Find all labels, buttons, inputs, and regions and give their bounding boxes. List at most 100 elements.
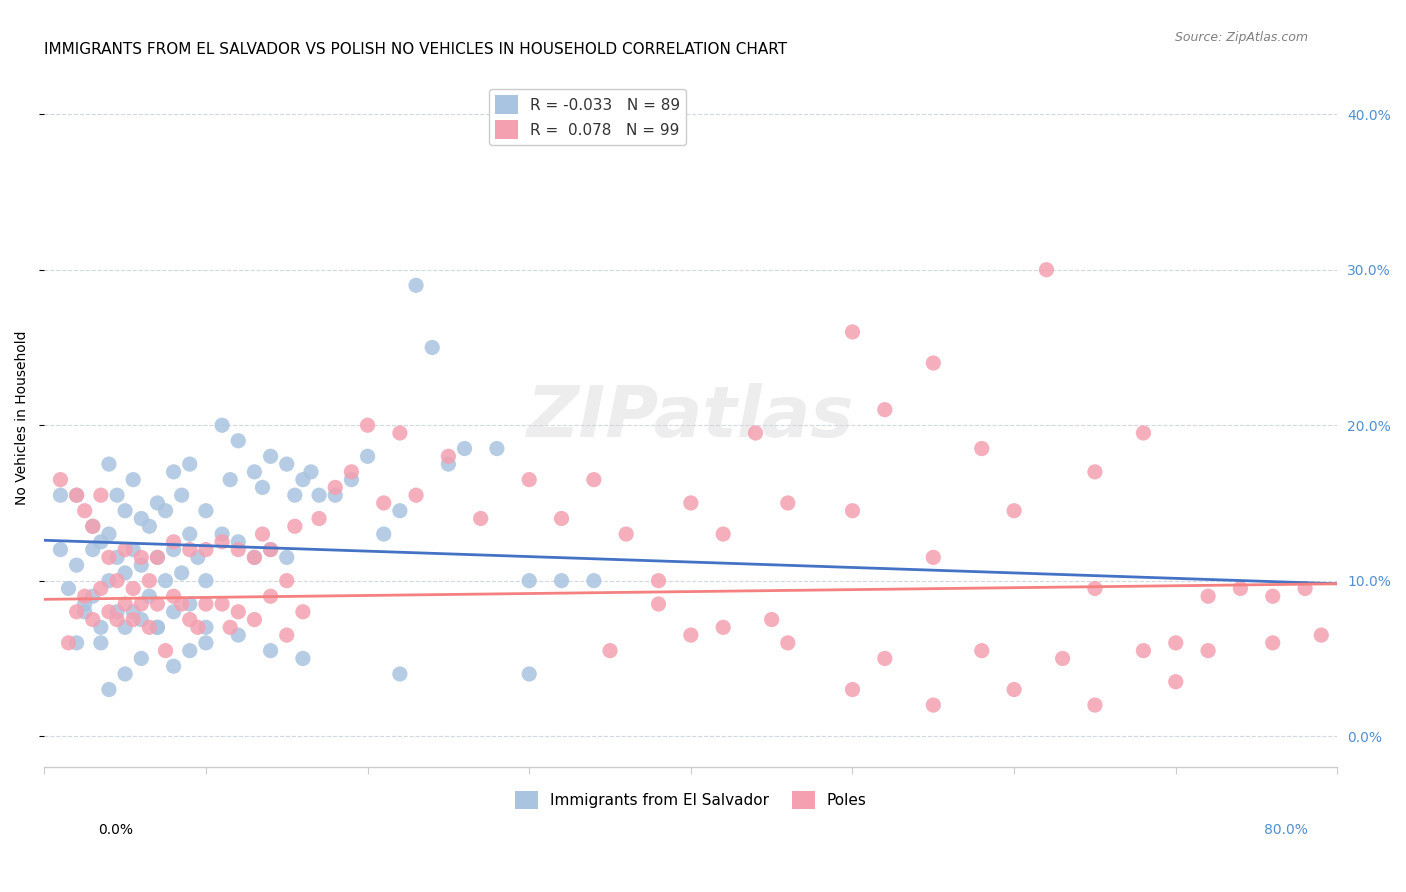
Point	[276, 628, 298, 642]
Point	[179, 597, 201, 611]
Point	[97, 605, 120, 619]
Point	[90, 534, 112, 549]
Point	[356, 418, 378, 433]
Point	[58, 636, 80, 650]
Point	[65, 636, 87, 650]
Point	[373, 527, 395, 541]
Point	[73, 589, 96, 603]
Point	[90, 488, 112, 502]
Point	[970, 442, 993, 456]
Point	[73, 597, 96, 611]
Point	[388, 504, 411, 518]
Point	[155, 643, 177, 657]
Point	[65, 558, 87, 573]
Point	[179, 613, 201, 627]
Point	[841, 325, 863, 339]
Point	[155, 574, 177, 588]
Point	[470, 511, 492, 525]
Point	[146, 550, 169, 565]
Point	[485, 442, 508, 456]
Point	[340, 465, 363, 479]
Point	[259, 643, 281, 657]
Point	[437, 450, 460, 464]
Point	[97, 682, 120, 697]
Point	[1132, 425, 1154, 440]
Point	[97, 574, 120, 588]
Point	[105, 488, 128, 502]
Point	[194, 620, 217, 634]
Point	[187, 550, 209, 565]
Point	[243, 613, 266, 627]
Point	[105, 550, 128, 565]
Point	[114, 667, 136, 681]
Point	[291, 473, 314, 487]
Legend: Immigrants from El Salvador, Poles: Immigrants from El Salvador, Poles	[509, 785, 873, 815]
Point	[49, 542, 72, 557]
Point	[276, 550, 298, 565]
Point	[1261, 589, 1284, 603]
Point	[582, 473, 605, 487]
Point	[179, 542, 201, 557]
Point	[226, 628, 249, 642]
Point	[179, 643, 201, 657]
Point	[1035, 262, 1057, 277]
Point	[105, 574, 128, 588]
Point	[82, 542, 104, 557]
Point	[90, 620, 112, 634]
Point	[65, 488, 87, 502]
Point	[323, 480, 346, 494]
Point	[776, 636, 799, 650]
Point	[243, 550, 266, 565]
Point	[114, 597, 136, 611]
Point	[179, 527, 201, 541]
Point	[65, 488, 87, 502]
Point	[155, 504, 177, 518]
Point	[122, 582, 145, 596]
Point	[114, 566, 136, 580]
Point	[388, 425, 411, 440]
Point	[259, 450, 281, 464]
Point	[226, 542, 249, 557]
Point	[122, 605, 145, 619]
Point	[841, 682, 863, 697]
Point	[776, 496, 799, 510]
Point	[179, 457, 201, 471]
Point	[97, 550, 120, 565]
Point	[162, 534, 184, 549]
Point	[1084, 698, 1107, 712]
Point	[679, 628, 702, 642]
Point	[122, 613, 145, 627]
Point	[122, 542, 145, 557]
Point	[162, 465, 184, 479]
Point	[970, 643, 993, 657]
Point	[122, 473, 145, 487]
Point	[1294, 582, 1316, 596]
Point	[162, 542, 184, 557]
Point	[291, 605, 314, 619]
Point	[711, 620, 734, 634]
Point	[252, 480, 274, 494]
Point	[219, 473, 242, 487]
Point	[114, 542, 136, 557]
Point	[243, 465, 266, 479]
Point	[1084, 465, 1107, 479]
Point	[73, 504, 96, 518]
Y-axis label: No Vehicles in Household: No Vehicles in Household	[15, 330, 30, 505]
Point	[922, 356, 945, 370]
Point	[259, 542, 281, 557]
Point	[226, 534, 249, 549]
Point	[922, 698, 945, 712]
Point	[138, 620, 160, 634]
Point	[187, 620, 209, 634]
Point	[284, 488, 307, 502]
Point	[211, 418, 233, 433]
Point	[1002, 682, 1025, 697]
Point	[170, 597, 193, 611]
Point	[146, 550, 169, 565]
Point	[114, 620, 136, 634]
Point	[138, 574, 160, 588]
Point	[679, 496, 702, 510]
Point	[1197, 643, 1219, 657]
Point	[82, 613, 104, 627]
Point	[194, 597, 217, 611]
